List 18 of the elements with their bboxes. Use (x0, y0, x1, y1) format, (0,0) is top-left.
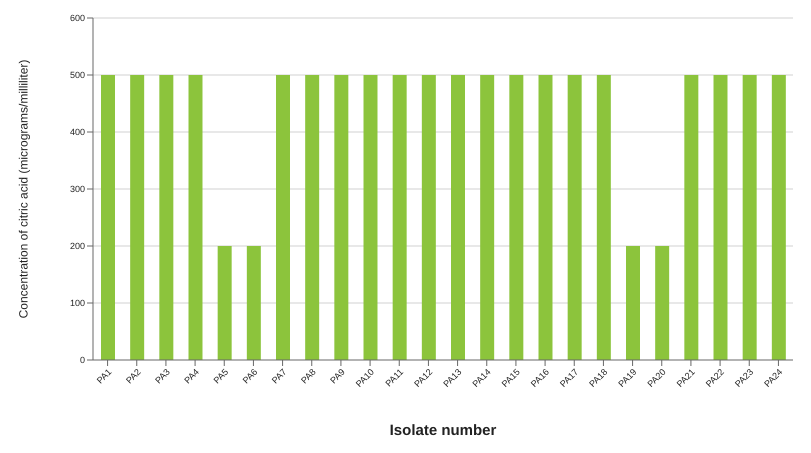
y-axis-title: Concentration of citric acid (micrograms/milliliter) (16, 60, 30, 318)
x-tick-label: PA3 (153, 366, 172, 386)
y-tick-label: 200 (70, 241, 85, 252)
x-axis-title: Isolate number (390, 422, 497, 439)
x-tick-label: PA2 (124, 366, 143, 386)
x-tick-label: PA7 (270, 366, 289, 386)
y-tick-label: 600 (70, 13, 85, 24)
y-tick-label: 400 (70, 127, 85, 138)
y-tick-label: 300 (70, 184, 85, 194)
x-tick-label: PA4 (182, 366, 202, 386)
x-tick-label: PA8 (299, 366, 318, 386)
x-tick-label: PA1 (94, 366, 114, 386)
x-tick-label: PA6 (240, 366, 260, 386)
y-tick-label: 100 (70, 298, 85, 308)
y-tick-label: 500 (70, 70, 85, 80)
x-tick-label: PA5 (212, 366, 230, 386)
x-tick-label: PA9 (328, 366, 347, 386)
y-tick-label: 0 (80, 355, 85, 366)
